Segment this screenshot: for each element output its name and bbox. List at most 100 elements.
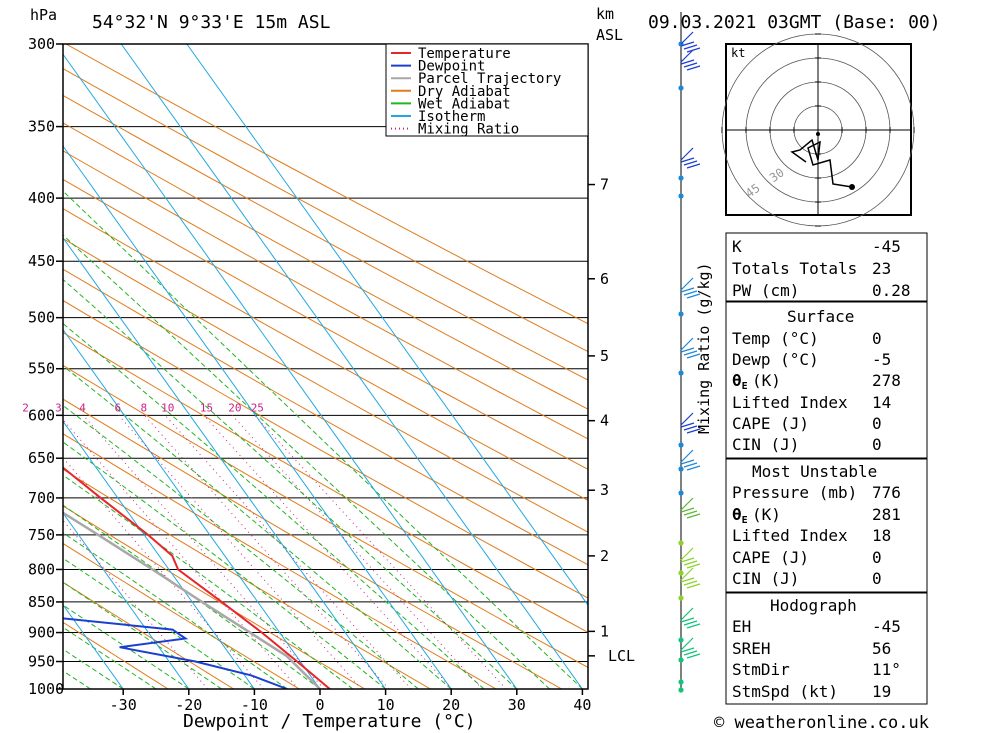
mu-theta-symbol: θE — [732, 505, 748, 526]
mixing-ratio-line — [254, 414, 507, 689]
wet-adiabat — [63, 441, 386, 689]
height-tick-label: 6 — [600, 270, 609, 288]
mixing-ratio-label: 15 — [200, 401, 213, 414]
isotherm — [63, 236, 387, 689]
isotherm — [63, 512, 190, 689]
mu-pressure-value: 776 — [872, 483, 901, 502]
temperature-tick-label: -20 — [175, 696, 202, 714]
wet-adiabat — [63, 190, 583, 689]
skew-t-plot: 12346810152025 3003504004505005506006507… — [22, 35, 635, 714]
hodograph-ring-label: 30 — [767, 165, 787, 185]
temperature-tick-label: 30 — [508, 696, 526, 714]
pressure-tick-label: 1000 — [28, 680, 64, 698]
height-tick-label: 4 — [600, 412, 609, 430]
mixing-ratio-labels: 12346810152025 — [22, 401, 264, 414]
pressure-tick-label: 500 — [28, 309, 55, 327]
dry-adiabat — [65, 44, 588, 325]
pressure-tick-label: 850 — [28, 593, 55, 611]
profile-curves — [63, 466, 331, 689]
totals-value: 23 — [872, 259, 891, 278]
mixing-ratio-line — [63, 419, 299, 689]
dry-adiabat — [63, 94, 588, 381]
isotherm — [63, 603, 124, 689]
wind-barb — [680, 449, 701, 471]
surface-theta-value: 278 — [872, 371, 901, 390]
mixing-ratio-label: 25 — [251, 401, 264, 414]
surface-cape-label: CAPE (J) — [732, 414, 809, 433]
dry-adiabat — [63, 268, 588, 566]
height-tick-label: 1 — [600, 622, 609, 640]
km-unit: km — [596, 5, 614, 23]
k-index-value: -45 — [872, 237, 901, 256]
wind-barb — [680, 412, 701, 434]
dewpoint-line — [63, 617, 288, 689]
site-credit: © weatheronline.co.uk — [714, 713, 929, 733]
legend-label: Wet Adiabat — [418, 96, 511, 112]
surface-dewp-value: -5 — [872, 350, 891, 369]
wind-level-dot — [678, 311, 684, 317]
wind-level-dot — [678, 175, 684, 181]
wet-adiabat — [63, 322, 485, 689]
isotherm — [63, 145, 452, 689]
surface-theta-label: (K) — [752, 371, 781, 390]
pressure-tick-label: 650 — [28, 449, 55, 467]
x-axis-title: Dewpoint / Temperature (°C) — [183, 711, 476, 732]
mixing-ratio-label: 2 — [22, 401, 29, 414]
eh-label: EH — [732, 617, 751, 636]
surface-temp-value: 0 — [872, 329, 882, 348]
dry-adiabat — [63, 68, 588, 353]
mu-cape-label: CAPE (J) — [732, 548, 809, 567]
mixing-ratio-label: 8 — [141, 401, 148, 414]
mu-pressure-label: Pressure (mb) — [732, 483, 857, 502]
storm-dir-value: 11° — [872, 660, 901, 679]
pressure-tick-label: 800 — [28, 560, 55, 578]
temperature-tick-label: -10 — [241, 696, 268, 714]
pressure-tick-label: 600 — [28, 406, 55, 424]
wind-level-dot — [678, 595, 684, 601]
wind-profile — [678, 12, 701, 693]
surface-theta-symbol: θE — [732, 371, 748, 392]
height-tick-label: 3 — [600, 481, 609, 499]
dry-adiabat — [63, 542, 300, 689]
isotherm — [120, 44, 583, 689]
dry-adiabat — [63, 433, 497, 689]
storm-speed-value: 19 — [872, 682, 891, 701]
hodograph-trace — [790, 138, 853, 188]
wind-level-dot — [678, 657, 684, 663]
mu-theta-value: 281 — [872, 505, 901, 524]
wind-barb — [680, 147, 701, 169]
dry-adiabat — [63, 122, 588, 410]
wind-level-dot — [678, 85, 684, 91]
asl-unit: ASL — [596, 26, 623, 44]
isotherm — [63, 328, 321, 689]
eh-value: -45 — [872, 617, 901, 636]
pressure-tick-label: 400 — [28, 189, 55, 207]
isotherm — [186, 44, 588, 606]
dry-adiabat — [63, 150, 588, 440]
surface-cape-value: 0 — [872, 414, 882, 433]
stability-indices: K -45 Totals Totals 23 PW (cm) 0.28 Surf… — [725, 232, 928, 705]
isotherms — [63, 44, 588, 689]
mu-li-value: 18 — [872, 526, 891, 545]
storm-speed-label: StmSpd (kt) — [732, 682, 838, 701]
station-location: 54°32'N 9°33'E 15m ASL — [92, 12, 331, 33]
surface-dewp-label: Dewp (°C) — [732, 350, 819, 369]
wind-level-dot — [678, 570, 684, 576]
wind-barb — [680, 567, 701, 589]
legend-label: Parcel Trajectory — [418, 71, 561, 87]
parcel-trajectory-line — [63, 511, 321, 689]
temperature-tick-label: 0 — [315, 696, 324, 714]
dry-adiabat — [63, 178, 588, 470]
dry-adiabat — [63, 299, 588, 599]
wind-barb — [680, 337, 701, 359]
hodograph-surface-dot — [849, 184, 855, 190]
most-unstable-title: Most Unstable — [752, 462, 877, 481]
temperature-tick-label: 20 — [442, 696, 460, 714]
pressure-tick-label: 450 — [28, 252, 55, 270]
dry-adiabat — [63, 208, 588, 501]
mixing-ratio-axis-label: Mixing Ratio (g/kg) — [695, 262, 713, 434]
legend-label: Mixing Ratio — [418, 122, 519, 138]
mu-cin-value: 0 — [872, 569, 882, 588]
